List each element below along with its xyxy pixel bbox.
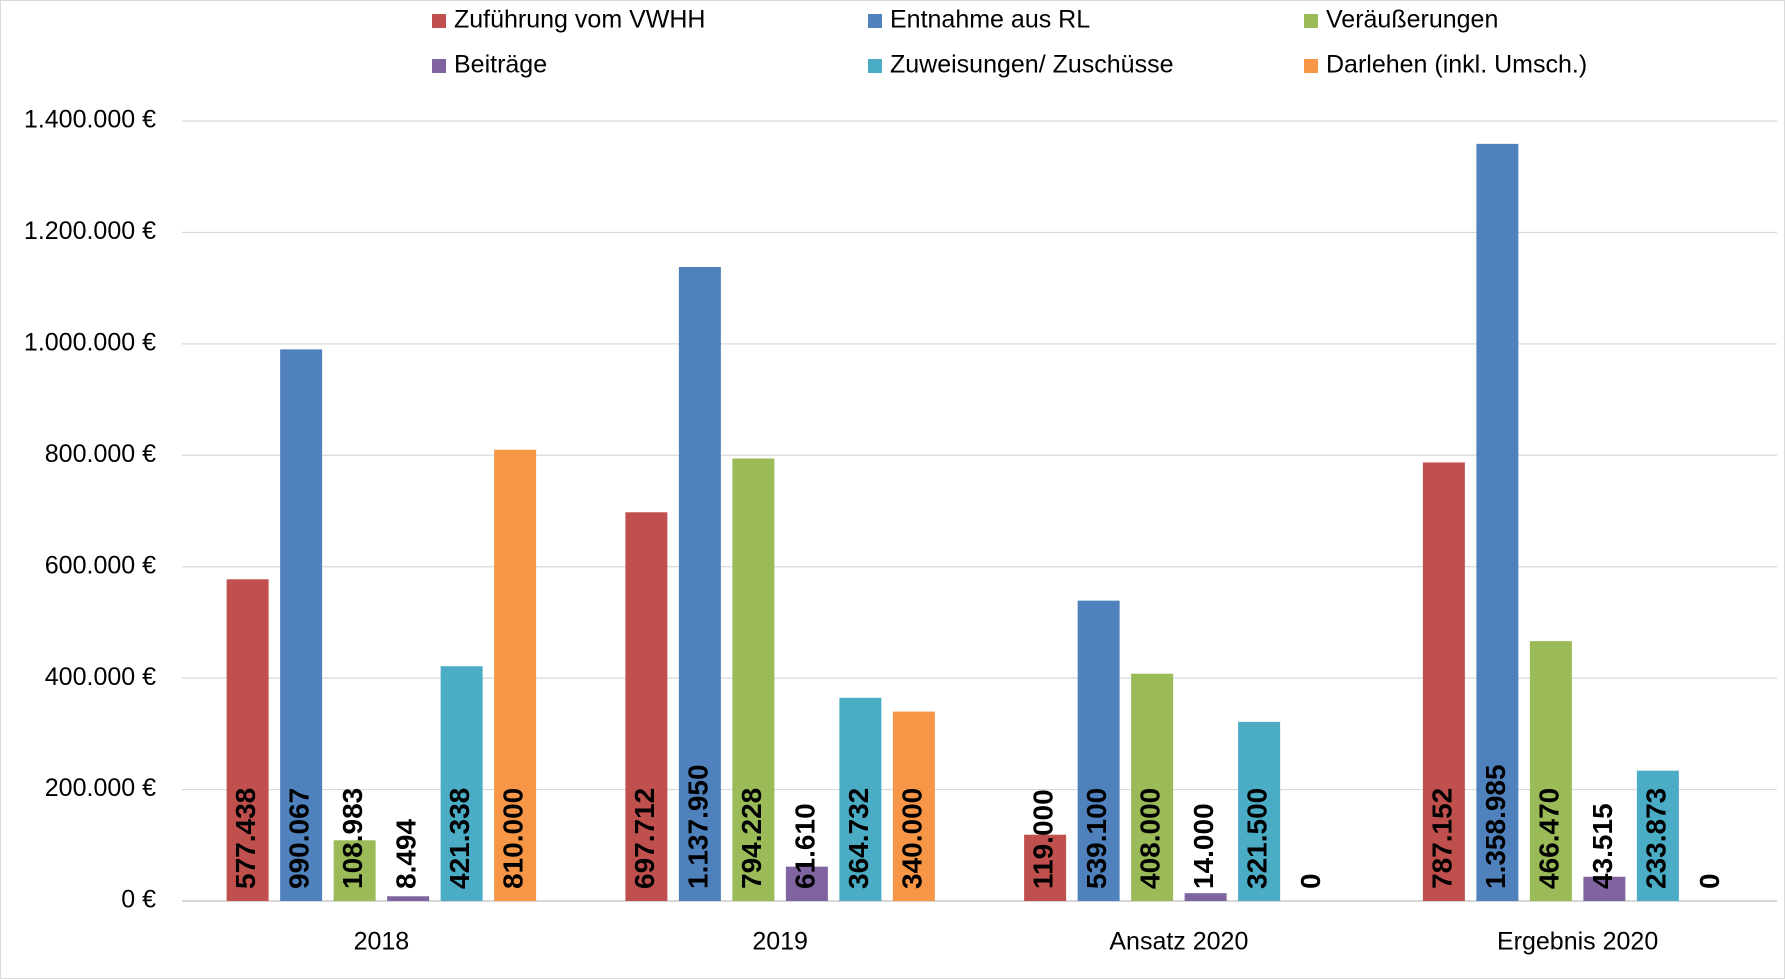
data-label: 8.494 bbox=[391, 819, 422, 889]
bar bbox=[1476, 143, 1519, 902]
data-label: 340.000 bbox=[896, 788, 927, 889]
data-label: 787.152 bbox=[1426, 788, 1457, 889]
bar bbox=[1077, 600, 1120, 901]
data-label: 233.873 bbox=[1640, 788, 1671, 889]
bar bbox=[440, 666, 483, 901]
data-label: 1.137.950 bbox=[682, 764, 713, 889]
y-tick-label: 0 € bbox=[121, 886, 156, 914]
x-tick-label: Ansatz 2020 bbox=[1109, 928, 1248, 956]
bar bbox=[839, 697, 882, 901]
data-label: 794.228 bbox=[736, 788, 767, 889]
legend-swatch bbox=[1304, 14, 1318, 28]
y-tick-label: 800.000 € bbox=[45, 440, 156, 468]
data-label: 119.000 bbox=[1028, 789, 1059, 889]
legend-label: Veräußerungen bbox=[1326, 6, 1498, 34]
bar bbox=[387, 896, 430, 901]
data-label: 990.067 bbox=[284, 788, 315, 889]
bar bbox=[333, 840, 376, 901]
y-tick-label: 1.000.000 € bbox=[24, 328, 156, 356]
bar bbox=[1636, 770, 1679, 901]
legend-label: Entnahme aus RL bbox=[890, 6, 1090, 34]
bar bbox=[1131, 673, 1174, 901]
data-label: 421.338 bbox=[444, 788, 475, 889]
bar bbox=[1583, 876, 1626, 901]
bar bbox=[892, 711, 935, 901]
legend-swatch bbox=[868, 14, 882, 28]
data-label: 810.000 bbox=[498, 788, 529, 889]
legend-swatch bbox=[1304, 59, 1318, 73]
data-label: 364.732 bbox=[843, 788, 874, 889]
y-tick-label: 600.000 € bbox=[45, 551, 156, 579]
bar bbox=[1422, 462, 1465, 901]
bar bbox=[280, 349, 323, 901]
data-label: 697.712 bbox=[629, 788, 660, 889]
data-label: 0 bbox=[1295, 873, 1326, 889]
bar bbox=[494, 449, 537, 901]
y-tick-label: 1.400.000 € bbox=[24, 106, 156, 134]
y-tick-label: 200.000 € bbox=[45, 774, 156, 802]
data-label: 1.358.985 bbox=[1480, 764, 1511, 889]
x-tick-label: 2018 bbox=[354, 928, 410, 956]
legend-swatch bbox=[868, 59, 882, 73]
bar bbox=[732, 458, 775, 901]
bar bbox=[1024, 834, 1067, 901]
legend-label: Zuführung vom VWHH bbox=[454, 6, 705, 34]
bar bbox=[625, 512, 668, 901]
legend-label: Darlehen (inkl. Umsch.) bbox=[1326, 51, 1587, 79]
data-label: 321.500 bbox=[1242, 788, 1273, 889]
data-label: 408.000 bbox=[1135, 788, 1166, 889]
legend-label: Zuweisungen/ Zuschüsse bbox=[890, 51, 1173, 79]
data-label: 466.470 bbox=[1533, 788, 1564, 889]
data-label: 539.100 bbox=[1081, 788, 1112, 889]
data-label: 14.000 bbox=[1188, 803, 1219, 889]
data-label: 0 bbox=[1694, 873, 1725, 889]
bar bbox=[226, 579, 269, 901]
bar bbox=[678, 266, 721, 902]
x-tick-label: 2019 bbox=[752, 928, 808, 956]
x-tick-label: Ergebnis 2020 bbox=[1497, 928, 1658, 956]
y-tick-label: 1.200.000 € bbox=[24, 217, 156, 245]
bar bbox=[1184, 893, 1227, 901]
y-tick-label: 400.000 € bbox=[45, 663, 156, 691]
data-label: 108.983 bbox=[337, 788, 368, 889]
bar bbox=[1529, 641, 1572, 901]
legend-label: Beiträge bbox=[454, 51, 547, 79]
bar bbox=[1238, 721, 1281, 901]
data-label: 43.515 bbox=[1587, 803, 1618, 889]
legend-swatch bbox=[432, 14, 446, 28]
data-label: 61.610 bbox=[789, 803, 820, 889]
legend-swatch bbox=[432, 59, 446, 73]
bar bbox=[785, 866, 828, 901]
data-label: 577.438 bbox=[230, 788, 261, 889]
